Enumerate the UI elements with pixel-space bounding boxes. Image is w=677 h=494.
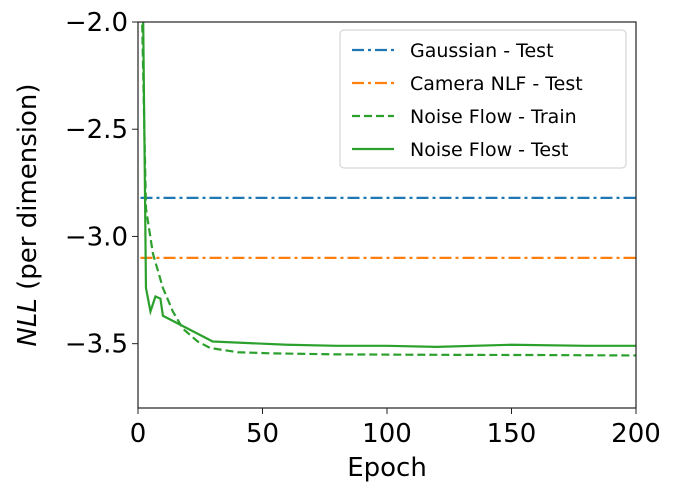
x-tick-label: 0 bbox=[130, 419, 147, 449]
x-axis-label: Epoch bbox=[347, 453, 427, 483]
y-tick-label: −3.0 bbox=[65, 222, 128, 252]
legend-label: Camera NLF - Test bbox=[410, 73, 583, 95]
x-tick-label: 50 bbox=[246, 419, 279, 449]
legend-label: Noise Flow - Test bbox=[410, 139, 568, 161]
legend-box bbox=[339, 29, 627, 169]
legend-label: Noise Flow - Train bbox=[410, 106, 577, 128]
legend-label: Gaussian - Test bbox=[410, 40, 554, 62]
x-tick-label: 200 bbox=[611, 419, 661, 449]
y-axis-label: NLL (per dimension) bbox=[13, 83, 43, 346]
x-tick-label: 100 bbox=[362, 419, 412, 449]
series-line-3 bbox=[142, 22, 636, 348]
x-tick-label: 150 bbox=[487, 419, 537, 449]
y-tick-label: −2.5 bbox=[65, 115, 128, 145]
series-line-2 bbox=[141, 22, 636, 357]
legend: Gaussian - Test Camera NLF - Test Noise Fl… bbox=[339, 29, 627, 169]
y-tick-label: −2.0 bbox=[65, 8, 128, 38]
y-tick-label: −3.5 bbox=[65, 330, 128, 360]
